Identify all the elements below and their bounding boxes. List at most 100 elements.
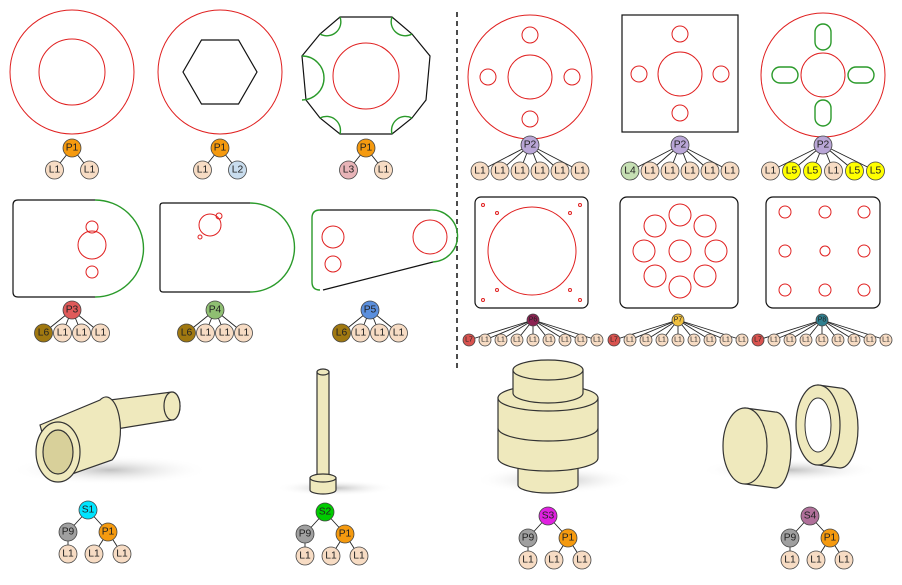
node-label: S3 <box>542 511 555 522</box>
tree-node <box>389 323 408 343</box>
tree-node <box>295 546 315 566</box>
tree-node <box>620 161 640 181</box>
tree-node <box>295 524 315 544</box>
node-label: L1 <box>378 165 390 176</box>
tree-node <box>574 333 588 347</box>
node-label: L1 <box>497 337 505 344</box>
tree-node <box>820 528 840 548</box>
node-label: P1 <box>562 533 575 544</box>
tree-edge <box>532 319 582 341</box>
tree-edge <box>484 319 534 341</box>
tree-node <box>215 323 234 343</box>
node-label: L1 <box>576 555 588 566</box>
tree-node <box>824 161 843 181</box>
tree-node <box>815 333 829 347</box>
node-label: P2 <box>674 140 687 151</box>
tree-node <box>335 524 355 544</box>
node-label: L1 <box>522 555 534 566</box>
tree-node <box>783 333 797 347</box>
tree-node <box>462 333 476 347</box>
tree-node <box>112 544 132 564</box>
node-label: L1 <box>786 337 794 344</box>
tree-node <box>177 323 196 343</box>
node-label: L1 <box>784 555 796 566</box>
tree-node <box>866 161 885 181</box>
node-label: L1 <box>818 337 826 344</box>
tree-node <box>780 550 800 570</box>
tree-node <box>687 333 701 347</box>
node-label: P7 <box>674 317 683 324</box>
tree-node <box>520 135 540 155</box>
tree-node <box>550 161 570 181</box>
node-label: L1 <box>561 337 569 344</box>
node-label: L1 <box>88 549 100 560</box>
node-label: L3 <box>343 165 355 176</box>
node-label: P2 <box>817 140 830 151</box>
node-label: L1 <box>374 328 386 339</box>
node-label: L7 <box>465 337 473 344</box>
tree-node <box>332 323 351 343</box>
node-label: L1 <box>554 166 566 177</box>
node-label: L1 <box>545 337 553 344</box>
node-label: L5 <box>786 166 798 177</box>
tree-node <box>478 333 492 347</box>
tree-node <box>544 550 564 570</box>
node-label: L1 <box>593 337 601 344</box>
tree-node <box>510 333 524 347</box>
tree-node <box>351 323 370 343</box>
node-label: L1 <box>574 166 586 177</box>
node-label: L1 <box>238 328 250 339</box>
tree-node <box>510 161 530 181</box>
tree-node <box>845 161 864 181</box>
tree-node <box>58 544 78 564</box>
node-label: L5 <box>849 166 861 177</box>
node-label: L1 <box>116 549 128 560</box>
tree-node <box>80 160 99 180</box>
node-label: L1 <box>529 337 537 344</box>
node-label: L1 <box>49 165 61 176</box>
node-label: L1 <box>534 166 546 177</box>
tree-node <box>196 323 215 343</box>
node-label: L1 <box>866 337 874 344</box>
tree-node <box>640 161 660 181</box>
tree-edges <box>43 144 887 561</box>
tree-node <box>719 333 733 347</box>
tree-node <box>98 522 118 542</box>
node-label: L6 <box>181 328 193 339</box>
tree-node <box>639 333 653 347</box>
tree-node <box>671 313 685 327</box>
tree-node <box>321 546 341 566</box>
node-label: L1 <box>722 337 730 344</box>
tree-node <box>356 138 376 158</box>
tree-node <box>526 313 540 327</box>
tree-node <box>62 138 82 158</box>
tree-node <box>34 323 53 343</box>
tree-node <box>339 160 358 180</box>
tree-node <box>590 333 604 347</box>
node-label: L1 <box>481 337 489 344</box>
tree-node <box>780 528 800 548</box>
sketches <box>9 9 886 372</box>
node-label: L1 <box>810 555 822 566</box>
tree-edge <box>773 319 823 341</box>
tree-node <box>680 161 700 181</box>
node-label: L1 <box>299 551 311 562</box>
tree-edge <box>677 319 727 341</box>
node-label: L1 <box>353 551 365 562</box>
node-label: L1 <box>882 337 890 344</box>
node-label: L4 <box>624 166 636 177</box>
tree-node <box>623 333 637 347</box>
node-label: L1 <box>474 166 486 177</box>
node-label: L1 <box>690 337 698 344</box>
tree-node <box>360 300 380 320</box>
node-label: P4 <box>209 305 222 316</box>
node-label: P9 <box>299 529 312 540</box>
node-label: L1 <box>706 337 714 344</box>
node-label: P1 <box>102 527 115 538</box>
node-label: P5 <box>364 305 377 316</box>
tree-node <box>518 528 538 548</box>
node-label: L1 <box>850 337 858 344</box>
node-label: P3 <box>66 305 79 316</box>
node-label: L1 <box>684 166 696 177</box>
